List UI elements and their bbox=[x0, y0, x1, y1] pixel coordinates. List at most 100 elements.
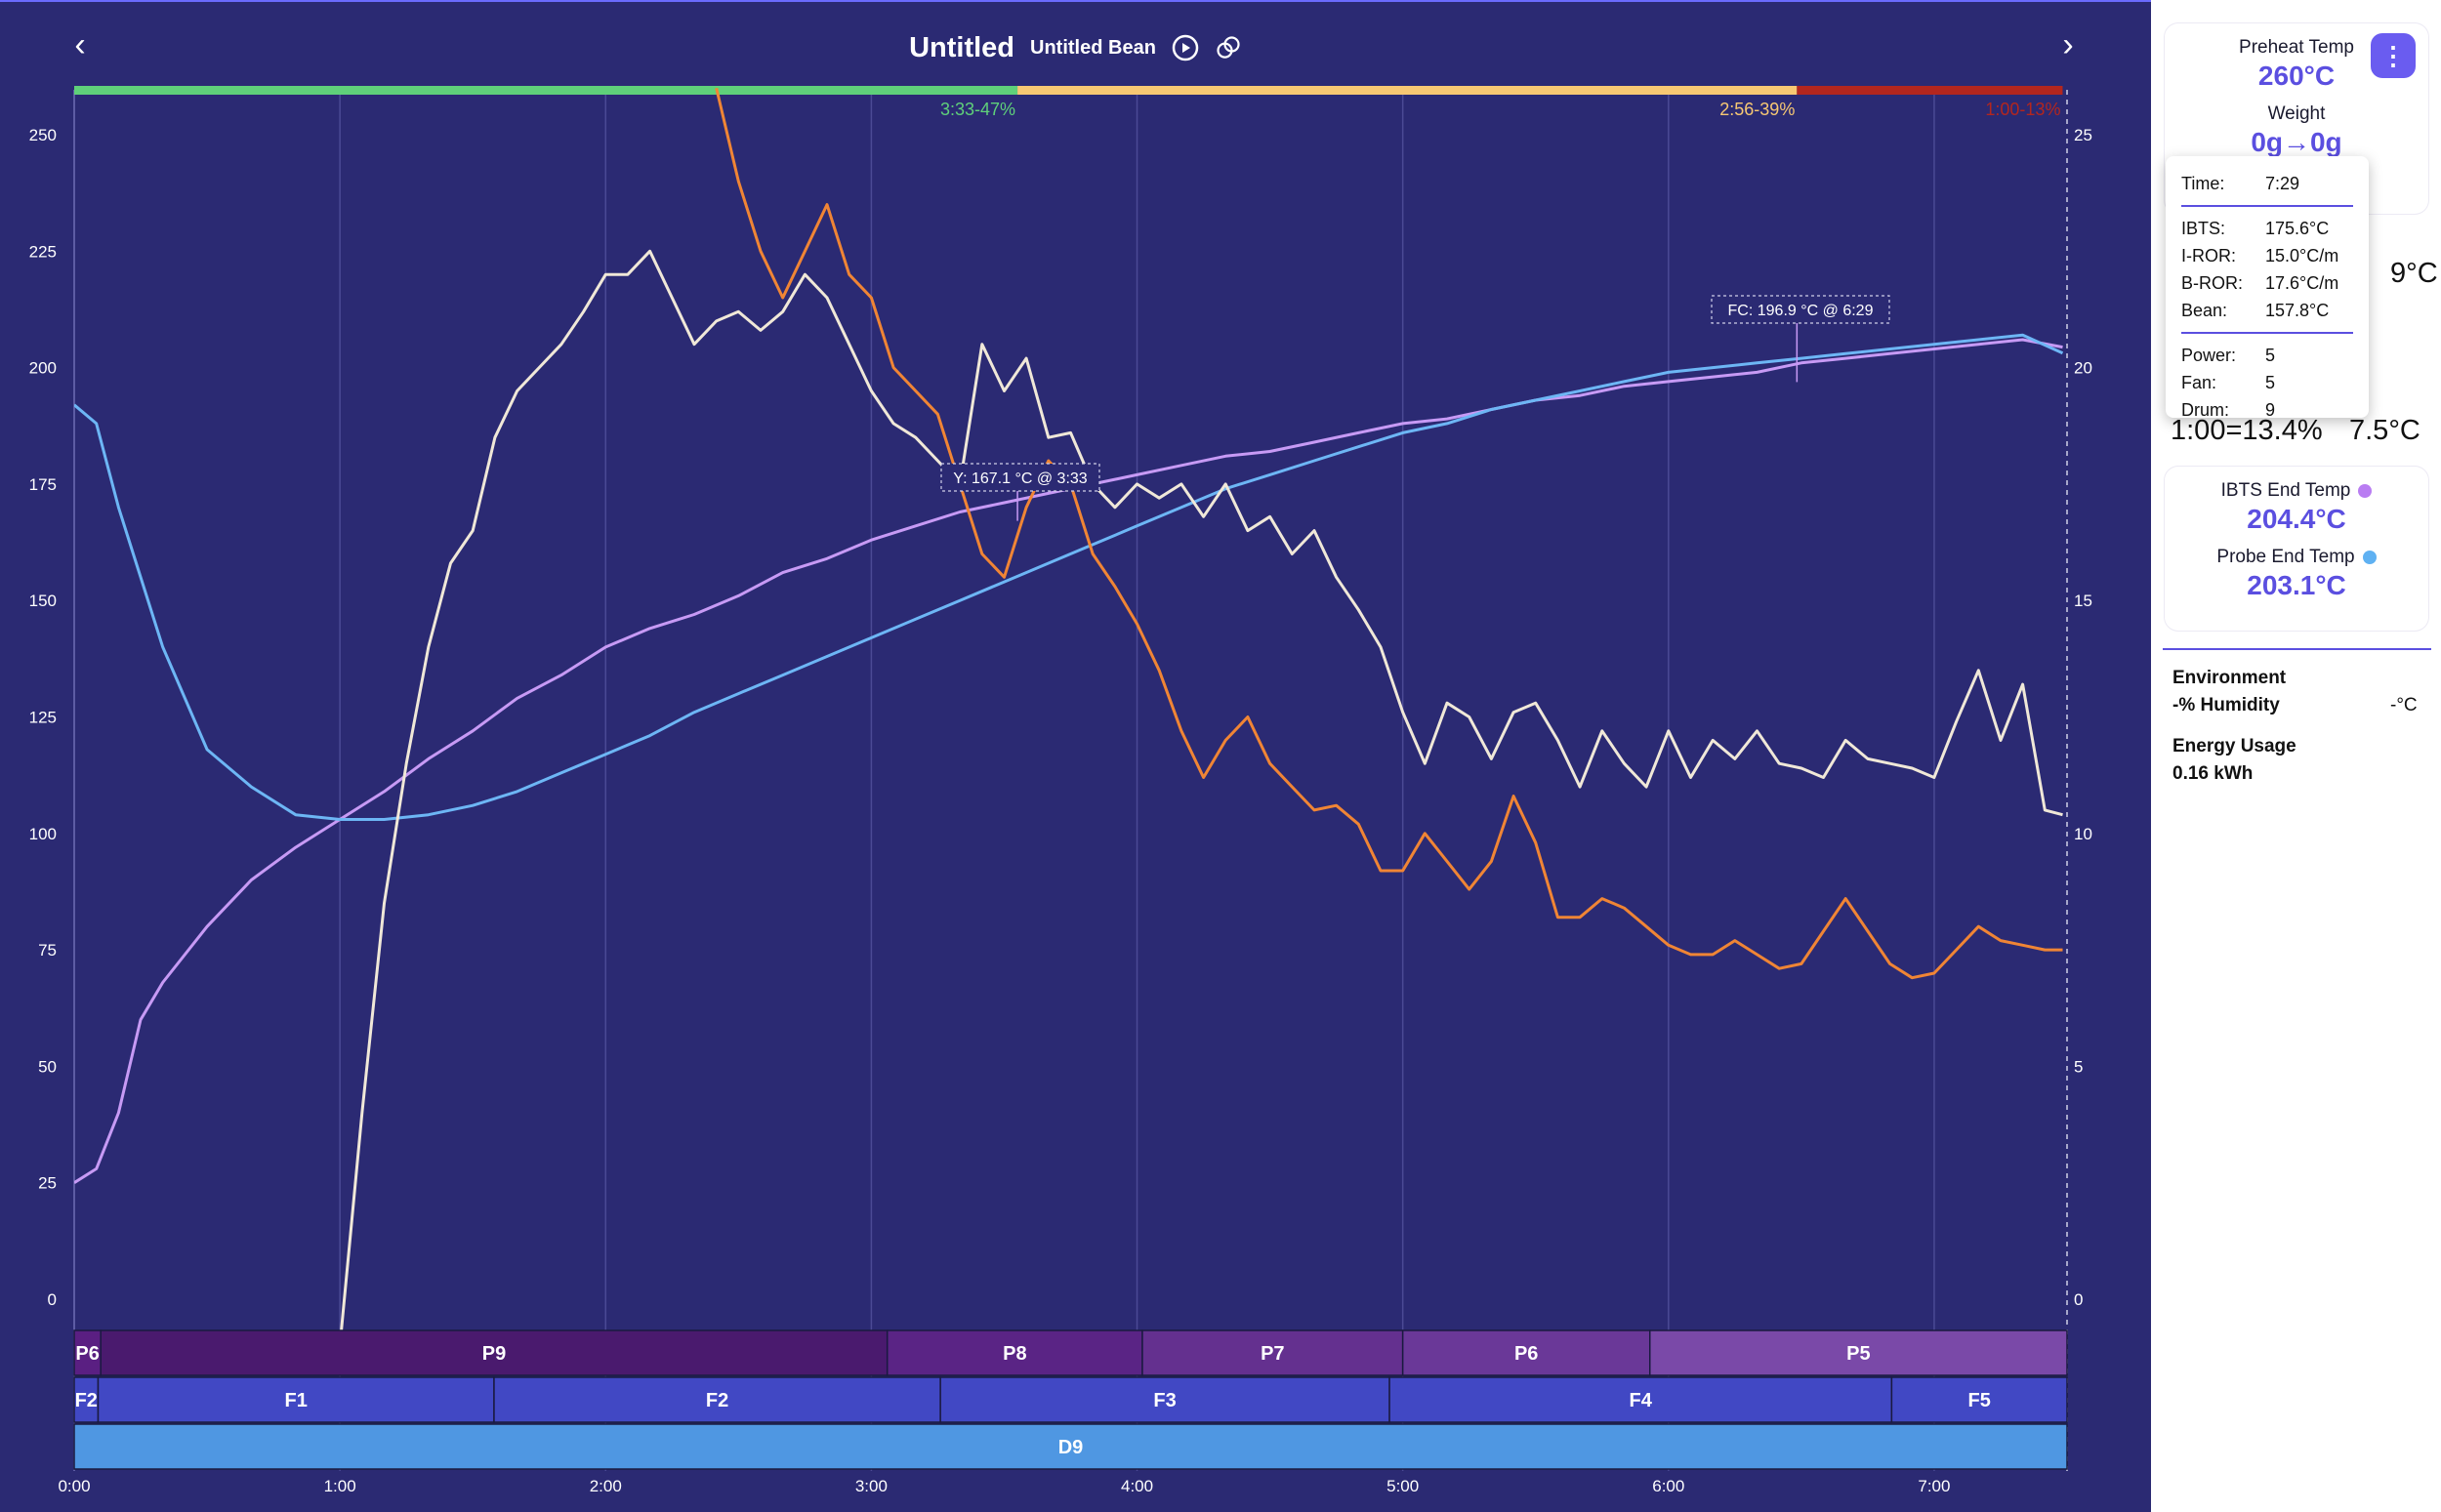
x-tick-label: 2:00 bbox=[590, 1477, 622, 1495]
preheat-value: 260°C bbox=[2257, 61, 2336, 91]
tooltip-drum-value: 9 bbox=[2265, 399, 2276, 420]
ibts-end-value: 204.4°C bbox=[2247, 504, 2346, 534]
probe-dot-icon bbox=[2362, 550, 2377, 564]
tooltip-divider bbox=[2181, 205, 2353, 207]
fan-band-label: F2 bbox=[75, 1390, 98, 1411]
drum-band-label: D9 bbox=[1058, 1437, 1084, 1458]
hover-tooltip: Time: 7:29 IBTS: 175.6°C I-ROR: 15.0°C/m B-… bbox=[2166, 156, 2369, 420]
y-tick-label: 25 bbox=[38, 1174, 57, 1193]
fan-band-segment bbox=[1388, 1376, 1893, 1423]
y-tick-label: 250 bbox=[29, 126, 57, 144]
roast-title[interactable]: Untitled bbox=[909, 31, 1015, 63]
fan-band-label: F3 bbox=[1153, 1390, 1176, 1411]
power-band-label: P6 bbox=[1514, 1343, 1538, 1365]
more-menu-button[interactable]: ⋮ bbox=[2371, 33, 2416, 78]
phase-bar-segment bbox=[74, 86, 1018, 95]
power-band-segment bbox=[1401, 1329, 1651, 1376]
play-circle-icon[interactable] bbox=[1172, 34, 1199, 61]
tooltip-time-label: Time: bbox=[2181, 173, 2225, 193]
chevron-right-icon[interactable]: › bbox=[2062, 25, 2074, 63]
fan-band-label: F1 bbox=[285, 1390, 308, 1411]
power-band-segment bbox=[1649, 1329, 2068, 1376]
y2-tick-label: 0 bbox=[2074, 1290, 2083, 1309]
tooltip-power-label: Power: bbox=[2181, 345, 2237, 365]
tooltip-time-value: 7:29 bbox=[2265, 173, 2300, 193]
power-band-segment bbox=[886, 1329, 1143, 1376]
y-tick-label: 75 bbox=[38, 941, 57, 960]
humidity-value: -% Humidity bbox=[2172, 695, 2280, 715]
chevron-left-icon[interactable]: ‹ bbox=[74, 25, 86, 63]
phase-label: 3:33-47% bbox=[940, 100, 1015, 119]
annotation-box bbox=[1711, 295, 1890, 324]
roast-chart-area: 0:00 1:00 2:00 3:00 4:00 5:00 6:00 7:00 0 25 50 75 1… bbox=[0, 0, 2151, 1512]
probe-end-value: 203.1°C bbox=[2247, 570, 2346, 600]
tooltip-fan-label: Fan: bbox=[2181, 372, 2217, 392]
roast-chart[interactable]: 0:00 1:00 2:00 3:00 4:00 5:00 6:00 7:0002550751… bbox=[0, 2, 2151, 1512]
y2-tick-label: 20 bbox=[2074, 359, 2092, 378]
ibts-end-label: IBTS End Temp bbox=[2220, 480, 2351, 501]
power-band-segment bbox=[1141, 1329, 1404, 1376]
weight-value: 0g→0g bbox=[2251, 127, 2342, 157]
sidebar-divider bbox=[2163, 648, 2431, 650]
phase-bar-segment bbox=[1017, 86, 1798, 95]
x-tick-label: 3:00 bbox=[855, 1477, 888, 1495]
tooltip-fan-value: 5 bbox=[2265, 372, 2276, 392]
env-temp-value: -°C bbox=[2390, 695, 2418, 715]
bean-name[interactable]: Untitled Bean bbox=[1030, 36, 1156, 59]
fan-band-label: F2 bbox=[706, 1390, 728, 1411]
weight-label: Weight bbox=[2267, 103, 2326, 124]
power-band-label: P7 bbox=[1261, 1343, 1284, 1365]
link-circles-icon[interactable] bbox=[1215, 34, 1242, 61]
y-tick-label: 0 bbox=[48, 1290, 57, 1309]
phase-label: 2:56-39% bbox=[1719, 100, 1795, 119]
fan-band-segment bbox=[939, 1376, 1390, 1423]
ibts-dot-icon bbox=[2358, 483, 2373, 498]
fan-band-segment bbox=[73, 1376, 100, 1423]
tooltip-ibts-label: IBTS: bbox=[2181, 218, 2226, 238]
tooltip-drum-label: Drum: bbox=[2181, 399, 2229, 420]
dtr-value: 1:00=13.4% bbox=[2171, 415, 2323, 446]
tooltip-bror-value: 17.6°C/m bbox=[2265, 272, 2339, 293]
phase-bar-segment bbox=[1797, 86, 2063, 95]
y-tick-label: 225 bbox=[29, 242, 57, 261]
annotation-label: FC: 196.9 °C @ 6:29 bbox=[1728, 303, 1874, 319]
fan-band-label: F5 bbox=[1968, 1390, 1991, 1411]
tooltip-bean-value: 157.8°C bbox=[2265, 300, 2330, 320]
ibts-temperature-line bbox=[74, 338, 2063, 1184]
power-band-label: P6 bbox=[75, 1343, 99, 1365]
fan-band-segment bbox=[493, 1376, 941, 1423]
energy-value: 0.16 kWh bbox=[2172, 763, 2254, 784]
probe-temperature-line bbox=[74, 333, 2064, 821]
tooltip-divider bbox=[2181, 332, 2353, 334]
x-tick-label: 1:00 bbox=[324, 1477, 356, 1495]
x-tick-label: 6:00 bbox=[1652, 1477, 1684, 1495]
energy-label: Energy Usage bbox=[2172, 736, 2296, 756]
tooltip-iror-label: I-ROR: bbox=[2181, 245, 2236, 266]
annotation-box bbox=[940, 463, 1100, 492]
partial-temp: 9°C bbox=[2390, 258, 2438, 289]
y-tick-label: 175 bbox=[29, 475, 57, 494]
tooltip-iror-value: 15.0°C/m bbox=[2265, 245, 2339, 266]
y2-tick-label: 10 bbox=[2074, 825, 2092, 843]
fan-band-label: F4 bbox=[1630, 1390, 1653, 1411]
fan-band-segment bbox=[1890, 1376, 2068, 1423]
tooltip-bror-label: B-ROR: bbox=[2181, 272, 2243, 293]
phase-label: 1:00-13% bbox=[1985, 100, 2060, 119]
y-tick-label: 125 bbox=[29, 709, 57, 727]
y-tick-label: 150 bbox=[29, 592, 57, 610]
preheat-label: Preheat Temp bbox=[2239, 37, 2354, 58]
tooltip-power-value: 5 bbox=[2265, 345, 2276, 365]
fan-band-segment bbox=[97, 1376, 495, 1423]
power-band-segment bbox=[100, 1329, 889, 1376]
power-band-segment bbox=[73, 1329, 102, 1376]
tooltip-ibts-value: 175.6°C bbox=[2265, 218, 2330, 238]
drum-band-segment bbox=[73, 1423, 2068, 1470]
probe-end-label: Probe End Temp bbox=[2216, 547, 2355, 567]
x-tick-label: 0:00 bbox=[58, 1477, 90, 1495]
y2-tick-label: 25 bbox=[2074, 126, 2092, 144]
y-tick-label: 200 bbox=[29, 359, 57, 378]
power-band-label: P9 bbox=[482, 1343, 506, 1365]
x-tick-label: 4:00 bbox=[1121, 1477, 1153, 1495]
dtr-temp: 7.5°C bbox=[2349, 415, 2420, 446]
